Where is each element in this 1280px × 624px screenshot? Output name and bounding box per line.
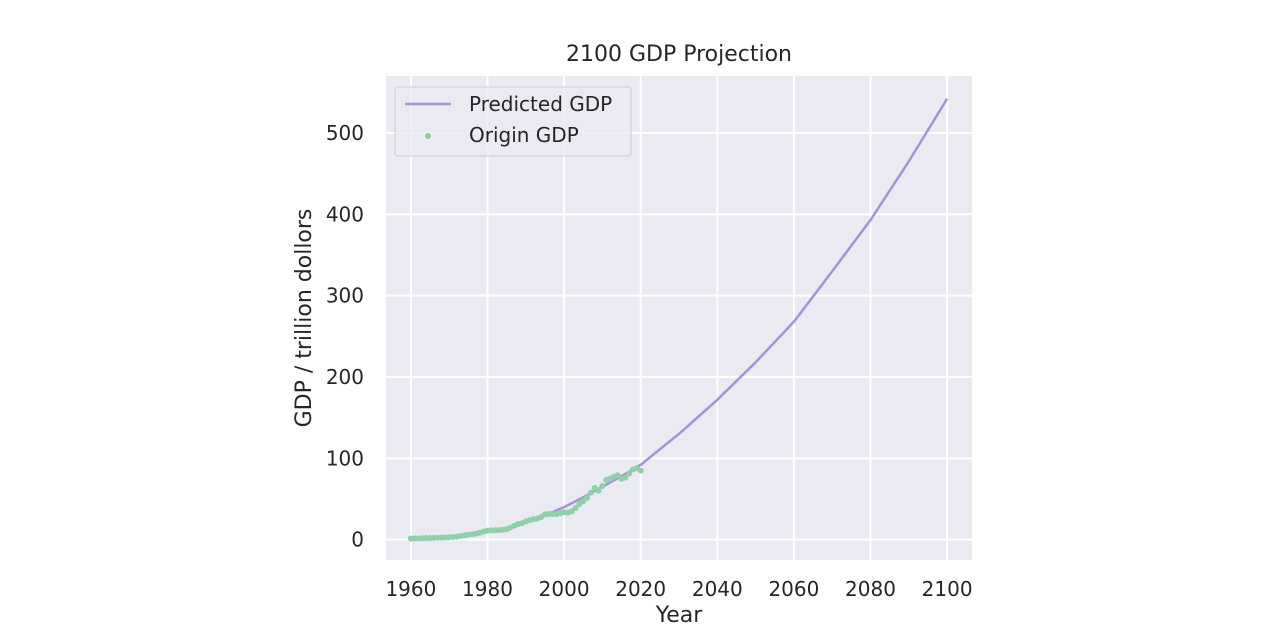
origin-gdp-point [622, 474, 629, 481]
y-tick-label: 100 [326, 446, 364, 470]
legend-predicted-label: Predicted GDP [469, 92, 612, 116]
grid-lines [386, 76, 972, 560]
origin-gdp-point [595, 487, 602, 494]
x-tick-label: 2020 [615, 577, 666, 601]
x-axis-label: Year [655, 603, 704, 624]
legend: Predicted GDP Origin GDP [394, 86, 632, 157]
y-tick-label: 500 [326, 121, 364, 145]
x-tick-labels: 1960 1980 2000 2020 2040 2060 2080 2100 [385, 577, 972, 601]
origin-gdp-series [407, 465, 644, 542]
origin-gdp-point [614, 472, 621, 479]
origin-gdp-point [572, 505, 579, 511]
origin-gdp-point [587, 489, 594, 496]
legend-origin-swatch [425, 133, 431, 139]
y-tick-labels: 0 100 200 300 400 500 [326, 121, 364, 552]
x-tick-label: 1980 [462, 577, 513, 601]
origin-gdp-point [584, 494, 591, 501]
plot-background [386, 76, 972, 560]
x-tick-label: 2040 [692, 577, 743, 601]
x-tick-label: 2060 [768, 577, 819, 601]
x-tick-label: 2080 [845, 577, 896, 601]
origin-gdp-point [637, 467, 644, 474]
y-tick-label: 300 [326, 284, 364, 308]
legend-box [394, 86, 632, 157]
y-tick-label: 0 [351, 528, 364, 552]
origin-gdp-point [599, 483, 606, 489]
origin-gdp-point [626, 470, 633, 477]
x-tick-label: 2000 [539, 577, 590, 601]
y-tick-label: 400 [326, 202, 364, 226]
chart-title: 2100 GDP Projection [566, 42, 792, 67]
y-axis-label: GDP / trillion dollors [292, 209, 317, 428]
y-tick-label: 200 [326, 365, 364, 389]
legend-origin-label: Origin GDP [469, 123, 579, 147]
x-tick-label: 1960 [385, 577, 436, 601]
x-tick-label: 2100 [922, 577, 973, 601]
